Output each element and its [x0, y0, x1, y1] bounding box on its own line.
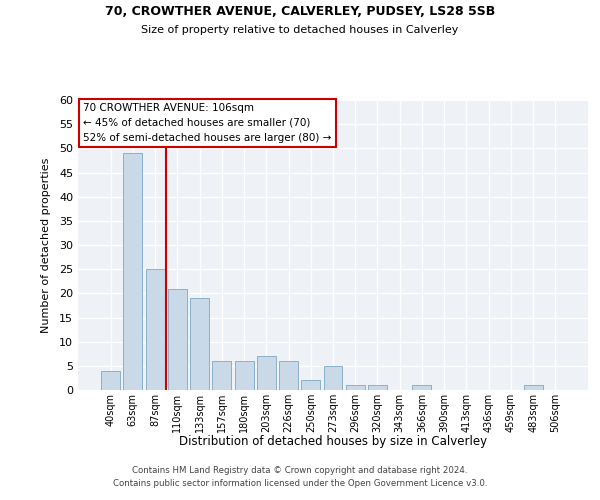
Bar	[168, 288, 187, 390]
Bar	[412, 385, 431, 390]
Text: Size of property relative to detached houses in Calverley: Size of property relative to detached ho…	[142, 25, 458, 35]
Text: Contains HM Land Registry data © Crown copyright and database right 2024.
Contai: Contains HM Land Registry data © Crown c…	[113, 466, 487, 487]
Bar	[146, 269, 164, 390]
Bar	[101, 370, 120, 390]
Text: 70 CROWTHER AVENUE: 106sqm
← 45% of detached houses are smaller (70)
52% of semi: 70 CROWTHER AVENUE: 106sqm ← 45% of deta…	[83, 103, 331, 142]
Bar	[257, 356, 276, 390]
Bar	[524, 385, 542, 390]
Bar	[323, 366, 343, 390]
Bar	[368, 385, 387, 390]
Bar	[301, 380, 320, 390]
Y-axis label: Number of detached properties: Number of detached properties	[41, 158, 50, 332]
Bar	[124, 153, 142, 390]
Bar	[279, 361, 298, 390]
Bar	[190, 298, 209, 390]
Text: 70, CROWTHER AVENUE, CALVERLEY, PUDSEY, LS28 5SB: 70, CROWTHER AVENUE, CALVERLEY, PUDSEY, …	[105, 5, 495, 18]
Text: Distribution of detached houses by size in Calverley: Distribution of detached houses by size …	[179, 435, 487, 448]
Bar	[235, 361, 254, 390]
Bar	[346, 385, 365, 390]
Bar	[212, 361, 231, 390]
